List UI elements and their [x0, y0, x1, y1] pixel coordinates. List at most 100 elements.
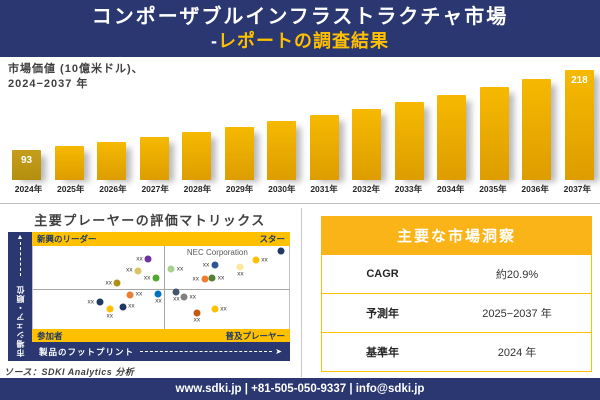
scatter-point-label: xx [202, 260, 210, 268]
bar [394, 102, 424, 180]
scatter-point: xx [106, 305, 114, 319]
scatter-point-dot [167, 265, 175, 273]
scatter-point-dot [236, 263, 244, 271]
bar-category-label: 2027年 [141, 184, 169, 194]
bar-category-label: 2026年 [99, 184, 127, 194]
scatter-point-label: xx [125, 266, 133, 274]
bar-category-label: 2035年 [479, 184, 507, 194]
player-evaluation-matrix: ▲ 市場シェア・順位 新興のリーダー スター NEC Corporation x… [8, 232, 290, 361]
scatter-point-dot [208, 274, 216, 282]
scatter-point: xx [193, 309, 201, 323]
insights-value: 約20.9% [495, 269, 539, 281]
scatter-point-label: xx [220, 304, 227, 312]
scatter-point-label: xx [143, 274, 151, 282]
bar [267, 121, 297, 180]
insights-label: 基準年 [366, 347, 400, 359]
scatter-point-label: xx [261, 255, 268, 263]
bar [182, 132, 212, 180]
scatter-point-dot [277, 247, 285, 255]
vertical-divider [301, 208, 302, 377]
quadrant-label-emerging-leaders: 新興のリーダー [37, 234, 97, 244]
scatter-point: xx [236, 263, 244, 277]
header-banner: コンポーザブルインフラストラクチャ市場 -レポートの調査結果 [0, 0, 600, 57]
scatter-point-dot [96, 298, 104, 306]
scatter-point-dot [119, 303, 127, 311]
insights-value: 2024 年 [497, 347, 537, 359]
scatter-point-dot [193, 309, 201, 317]
scatter-point: xx [105, 280, 121, 287]
scatter-point-dot [180, 293, 188, 301]
scatter-point: xx [126, 267, 142, 275]
bar [437, 95, 467, 180]
scatter-point-label: xx [176, 264, 184, 272]
x-axis-label: 製品のフットプリント [39, 346, 135, 357]
bar-category-label: 2031年 [310, 184, 338, 194]
subtitle-text: レポートの調査結果 [218, 30, 389, 51]
nec-corporation-label: NEC Corporation [186, 248, 248, 257]
insights-row: 予測年 2025−2037 年 [322, 293, 591, 332]
scatter-point-dot [252, 256, 260, 264]
scatter-point: xx [126, 291, 142, 299]
scatter-point-label: xx [128, 302, 135, 310]
quadrant-divider-horizontal [33, 289, 289, 291]
bar-category-label: 2034年 [436, 184, 465, 194]
bar [479, 87, 509, 180]
bar [522, 79, 552, 180]
scatter-point-label: xx [192, 274, 200, 282]
scatter-point-dot [211, 305, 219, 313]
insights-label: 予測年 [366, 308, 400, 320]
bar [54, 146, 84, 180]
bottom-section: 主要プレーヤーの評価マトリックス ▲ 市場シェア・順位 新興のリーダー スター … [0, 203, 600, 379]
bar-category-label: 2036年 [521, 184, 549, 194]
subtitle-dash: - [211, 30, 218, 51]
bar [139, 137, 169, 180]
scatter-point-dot [172, 288, 180, 296]
bar-category-label: 2025年 [57, 184, 85, 194]
bar [309, 115, 339, 180]
bar-value-label: 218 [571, 75, 588, 86]
y-axis-arrow-icon: ▲ [16, 234, 24, 241]
x-axis-arrow-icon: ➤ [275, 346, 283, 356]
quadrant-divider-vertical [163, 246, 165, 329]
scatter-point: xx [88, 298, 104, 306]
scatter-point: xx [203, 261, 219, 269]
bar-category-label: 2033年 [394, 184, 423, 194]
quadrant-band-top: 新興のリーダー スター [32, 232, 290, 246]
insights-value: 2025−2037 年 [482, 308, 552, 320]
bar [224, 127, 254, 180]
footer-contact-text: www.sdki.jp | +81-505-050-9337 | info@sd… [175, 383, 425, 395]
y-axis-dashed-line [19, 242, 21, 276]
quadrant-label-participants: 参加者 [37, 330, 63, 341]
scatter-point: xx [193, 275, 209, 283]
source-note: ソース：SDKI Analytics 分析 [4, 367, 135, 377]
scatter-point-label: xx [105, 279, 112, 287]
chart-axis-note: 市場価値 (10億米ドル)、 2024−2037 年 [8, 63, 144, 91]
scatter-point-dot [211, 261, 219, 269]
scatter-point: xx [167, 265, 183, 273]
insights-header: 主要な市場洞察 [321, 216, 592, 255]
scatter-point: xx [180, 293, 196, 301]
scatter-plot: NEC Corporation xx xx xx xx xx xx xx xx xx xx xx xx… [32, 246, 290, 329]
x-axis-dashed-line [140, 351, 273, 352]
bar-category-label: 2037年 [563, 184, 592, 194]
scatter-point-dot [154, 290, 162, 298]
quadrant-label-pervasive-players: 普及プレーヤー [225, 330, 285, 341]
scatter-point: xx [144, 275, 160, 282]
y-axis-label: 市場シェア・順位 [15, 285, 25, 357]
scatter-point-label: xx [189, 293, 197, 301]
scatter-point-label: xx [135, 290, 143, 298]
scatter-point-label: xx [155, 297, 162, 305]
quadrant-label-star: スター [259, 234, 285, 244]
bar [352, 109, 382, 180]
bar-category-label: 2032年 [352, 184, 380, 194]
insights-row: CAGR 約20.9% [322, 255, 591, 293]
bar: 218 [564, 70, 594, 180]
bar-value-label: 93 [20, 155, 33, 166]
scatter-point: xx [252, 256, 268, 264]
bar-category-label: 2029年 [225, 184, 254, 194]
bar-category-label: 2024年 [14, 184, 43, 194]
insights-panel: 主要な市場洞察 CAGR 約20.9% 予測年 2025−2037 年基準年 2024 … [321, 216, 592, 372]
scatter-point-label: xx [217, 274, 225, 282]
scatter-point-label: xx [193, 316, 201, 324]
scatter-point: xx [154, 290, 162, 304]
